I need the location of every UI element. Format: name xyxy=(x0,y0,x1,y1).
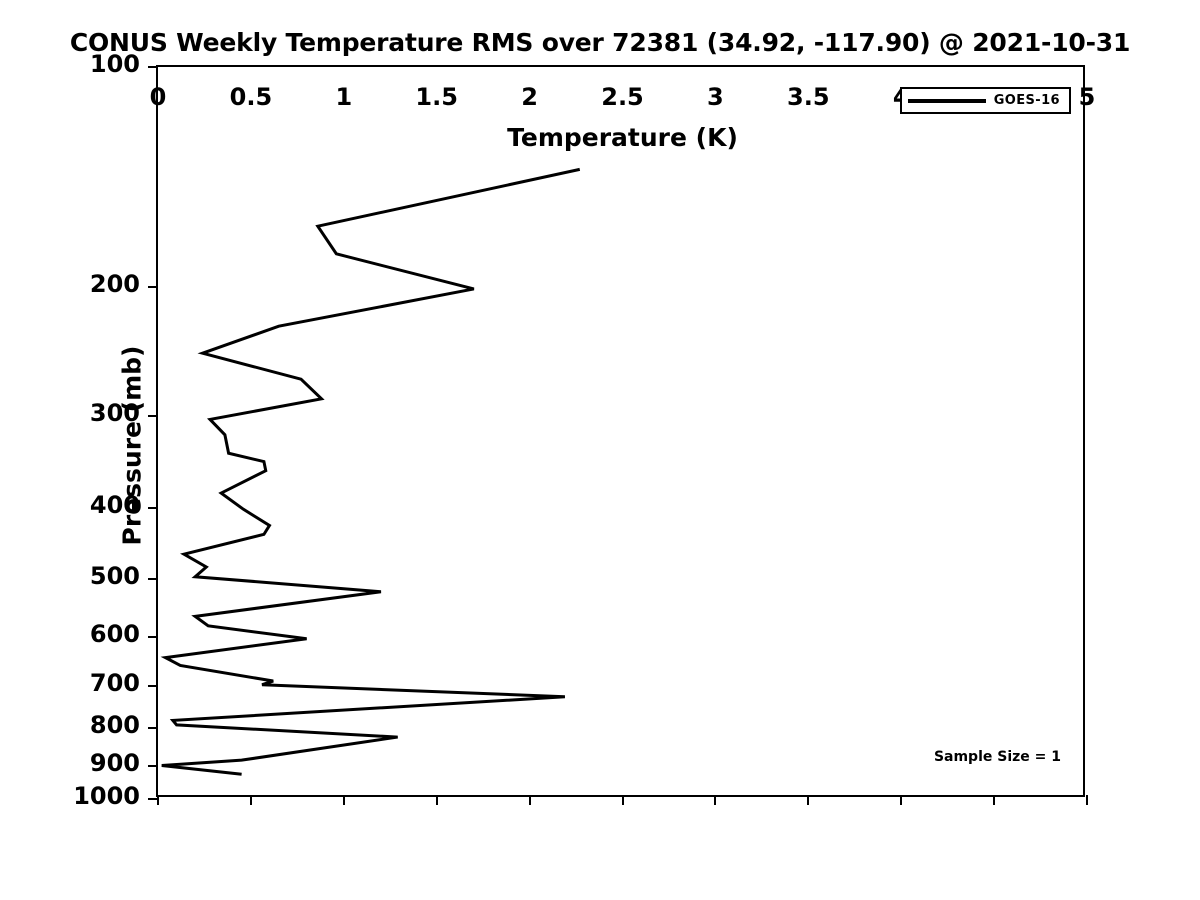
data-line-chart xyxy=(160,167,581,776)
y-axis-tick-label: 900 xyxy=(89,748,140,777)
y-axis-tick xyxy=(148,764,158,767)
x-axis-tick xyxy=(249,795,252,805)
y-axis-tick-label: 600 xyxy=(89,619,140,648)
y-axis-tick-label: 100 xyxy=(89,50,140,78)
x-axis-tick-label: 1.5 xyxy=(415,83,458,111)
x-axis-tick xyxy=(993,795,996,805)
x-axis-tick-label: 3.5 xyxy=(787,83,830,111)
y-axis-tick-label: 300 xyxy=(89,399,140,428)
plot-area: 100 200 300 400 500 600 700 800 900 1000 0 0.5 1 1.5… xyxy=(73,50,1095,810)
y-axis-tick xyxy=(148,577,158,580)
x-axis-tick xyxy=(435,795,438,805)
x-axis-tick-label: 3 xyxy=(707,83,724,111)
x-axis-tick-label: 0.5 xyxy=(229,83,273,111)
x-axis-tick xyxy=(900,795,903,805)
sample-size-annotation: Sample Size = 1 xyxy=(933,749,1061,765)
y-axis-tick-label: 800 xyxy=(89,711,140,740)
legend-line-swatch xyxy=(907,98,986,103)
y-axis-tick-label: 400 xyxy=(89,490,140,519)
x-axis-tick-label: 1 xyxy=(335,83,353,111)
y-axis-tick-label: 200 xyxy=(89,270,140,299)
x-axis-tick xyxy=(621,795,624,805)
y-axis-tick-label: 700 xyxy=(89,668,140,697)
page-title: CONUS Weekly Temperature RMS over 72381 … xyxy=(69,28,1131,57)
x-axis-tick xyxy=(807,795,810,805)
y-axis-tick xyxy=(148,506,158,509)
legend[interactable]: GOES-16 xyxy=(899,87,1071,114)
y-axis-tick xyxy=(148,286,158,289)
y-axis-tick xyxy=(148,684,158,687)
y-axis-tick xyxy=(148,66,158,68)
x-axis-tick-label: 5 xyxy=(1078,83,1096,111)
x-axis-tick xyxy=(528,795,531,805)
series-line-goes-16 xyxy=(160,167,581,776)
x-axis-title: Temperature (K) xyxy=(507,123,738,152)
x-axis-tick-label: 2 xyxy=(521,83,538,111)
y-axis-tick xyxy=(148,415,158,418)
x-axis-tick xyxy=(1086,795,1088,805)
x-axis-tick-label: 0 xyxy=(149,83,167,111)
y-axis-tick-label: 1000 xyxy=(73,782,140,810)
y-axis-tick-label: 500 xyxy=(89,561,140,590)
y-axis-tick xyxy=(148,635,158,638)
y-axis-tick xyxy=(148,798,158,800)
x-axis-tick-label: 2.5 xyxy=(601,83,644,111)
x-axis-tick xyxy=(342,795,345,805)
y-axis-tick xyxy=(148,727,158,730)
x-axis-tick xyxy=(157,795,159,805)
x-axis-tick xyxy=(714,795,717,805)
legend-label-goes-16: GOES-16 xyxy=(993,93,1060,108)
y-axis-title: Pressure (mb) xyxy=(117,345,147,546)
